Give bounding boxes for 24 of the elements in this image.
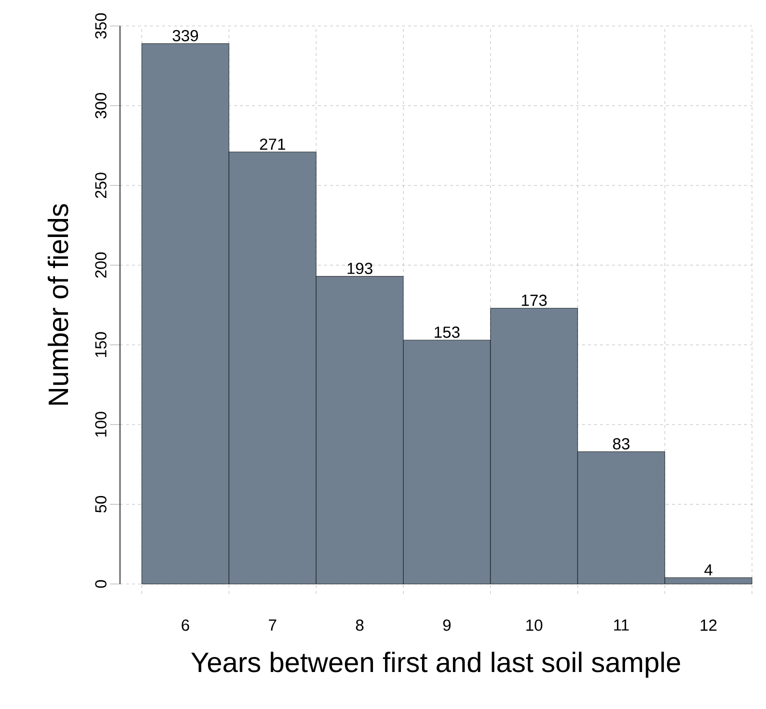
y-tick-label: 0	[95, 580, 106, 588]
data-label: 339	[172, 30, 198, 42]
data-label: 173	[522, 294, 547, 306]
y-tick-label: 250	[95, 172, 106, 198]
data-label: 153	[434, 326, 460, 338]
data-label: 83	[613, 438, 630, 450]
y-tick-label: 50	[95, 496, 106, 513]
y-tick-label: 300	[95, 92, 106, 118]
x-tick-label: 8	[356, 620, 364, 631]
y-tick-label: 100	[95, 412, 106, 437]
x-tick-label: 9	[443, 620, 451, 631]
data-label: 4	[704, 564, 712, 576]
data-label: 193	[348, 262, 372, 274]
x-tick-label: 10	[526, 620, 542, 631]
x-axis-title: Years between first and last soil sample	[191, 652, 680, 678]
y-axis-title: Number of fields	[48, 204, 68, 405]
y-tick-label: 150	[95, 332, 106, 357]
x-tick-label: 12	[700, 620, 716, 631]
y-tick-label: 200	[95, 252, 106, 278]
y-tick-label: 350	[95, 13, 106, 39]
x-tick-label: 11	[614, 620, 629, 631]
x-tick-label: 7	[268, 620, 276, 631]
data-label: 271	[260, 138, 286, 150]
x-tick-label: 6	[182, 620, 190, 631]
